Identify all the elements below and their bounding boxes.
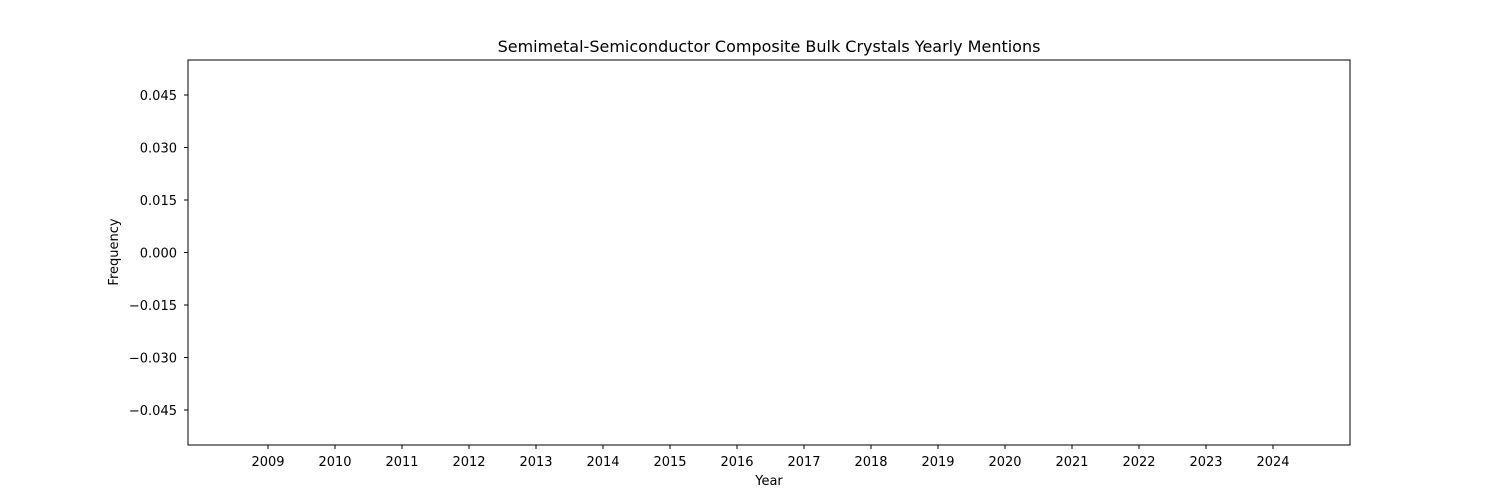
y-tick-label: 0.030 <box>140 142 177 157</box>
x-tick-label: 2018 <box>854 455 887 470</box>
plot-area <box>187 59 1351 446</box>
x-tick-label: 2024 <box>1256 455 1289 470</box>
y-tick-label: 0.000 <box>140 247 177 262</box>
x-tick-label: 2014 <box>586 455 619 470</box>
y-axis-label: Frequency <box>107 218 122 285</box>
y-tick-label: −0.045 <box>129 404 177 419</box>
x-tick-label: 2010 <box>318 455 351 470</box>
x-tick-label: 2015 <box>653 455 686 470</box>
chart-title: Semimetal-Semiconductor Composite Bulk C… <box>498 37 1041 56</box>
x-tick-label: 2013 <box>519 455 552 470</box>
x-tick-label: 2023 <box>1189 455 1222 470</box>
x-tick-label: 2011 <box>385 455 418 470</box>
y-tick-label: 0.015 <box>140 194 177 209</box>
x-tick-label: 2021 <box>1055 455 1088 470</box>
x-tick-label: 2012 <box>452 455 485 470</box>
x-axis-label: Year <box>754 474 783 489</box>
x-tick-label: 2020 <box>988 455 1021 470</box>
y-tick-label: −0.030 <box>129 352 177 367</box>
y-tick-label: 0.045 <box>140 89 177 104</box>
x-tick-label: 2017 <box>787 455 820 470</box>
x-tick-label: 2022 <box>1122 455 1155 470</box>
x-tick-label: 2009 <box>251 455 284 470</box>
y-tick-label: −0.015 <box>129 299 177 314</box>
y-axis: 0.045 0.030 0.015 0.000 −0.015 −0.030 −0.045 <box>129 89 188 419</box>
x-tick-label: 2016 <box>720 455 753 470</box>
x-tick-label: 2019 <box>921 455 954 470</box>
x-axis: 2009 2010 2011 2012 2013 2014 2015 2016 2017 2018… <box>251 445 1290 470</box>
